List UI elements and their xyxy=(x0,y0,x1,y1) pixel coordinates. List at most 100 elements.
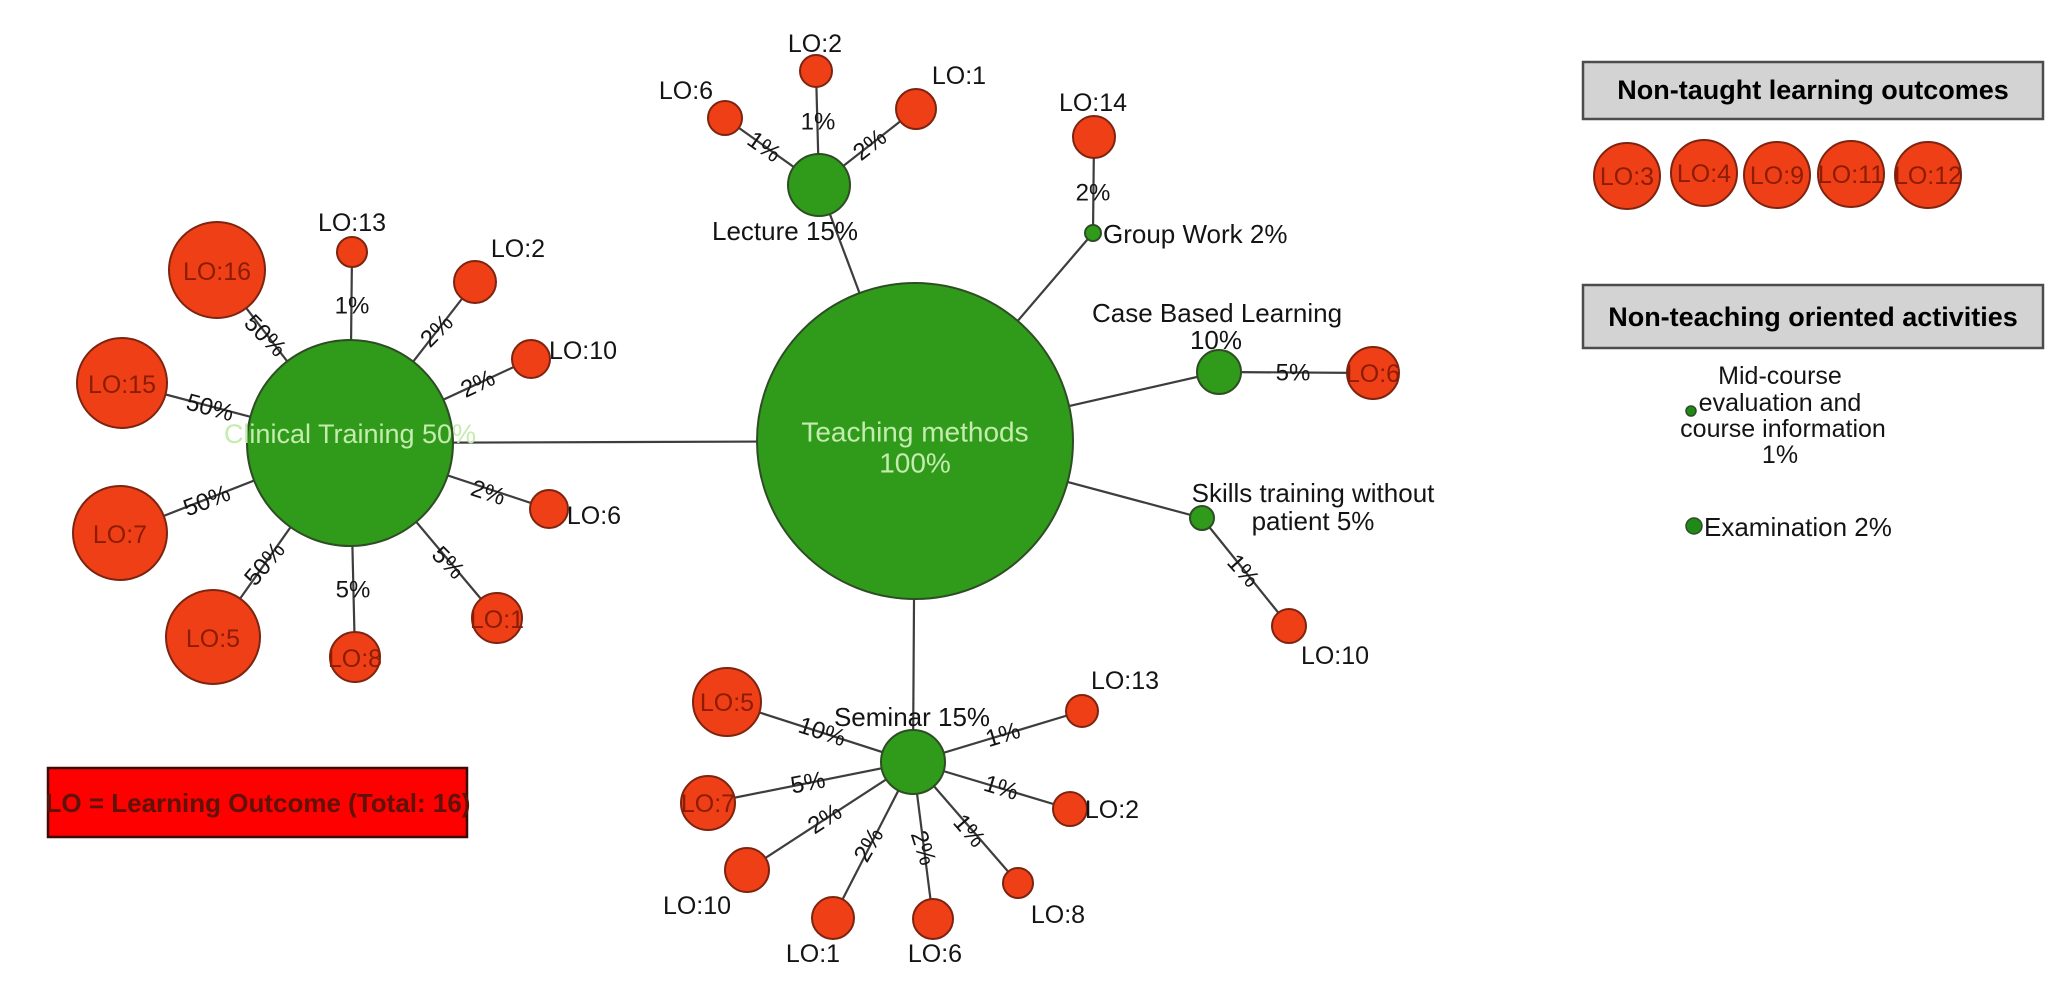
teaching-methods-pct: 100% xyxy=(879,448,951,479)
seminar-lo6-pct: 2% xyxy=(905,827,941,868)
casebased-lo6-pct: 5% xyxy=(1276,360,1311,387)
non-taught-header-box xyxy=(1581,60,2045,121)
node-seminar-lo7 xyxy=(680,775,736,831)
legend-lo12-label: LO:12 xyxy=(1894,162,1962,190)
clinical-lo6-label: LO:6 xyxy=(567,502,621,530)
clinical-lo16-label: LO:16 xyxy=(183,258,251,286)
node-clinical-lo8 xyxy=(329,631,381,683)
node-clinical-lo10 xyxy=(511,339,551,379)
non-teaching-header-box xyxy=(1581,283,2045,350)
edge-seminar-lo7 xyxy=(707,760,914,805)
node-clinical-lo16 xyxy=(168,221,266,319)
skills-label-line2: patient 5% xyxy=(1252,506,1375,536)
clinical-lo10-pct: 2% xyxy=(457,364,500,403)
clinical-label: Clinical Training 50% xyxy=(224,419,476,449)
clinical-lo5-label: LO:5 xyxy=(186,625,240,653)
clinical-lo15-pct: 50% xyxy=(183,389,236,428)
mid-course-line3: course information xyxy=(1680,415,1886,443)
seminar-lo2-label: LO:2 xyxy=(1085,796,1139,824)
skills-label-line1: Skills training without xyxy=(1192,478,1436,508)
seminar-lo8-label: LO:8 xyxy=(1031,901,1085,929)
note-box-group: LO = Learning Outcome (Total: 16) xyxy=(46,766,471,839)
clinical-lo13-label: LO:13 xyxy=(318,209,386,237)
seminar-label: Seminar 15% xyxy=(834,702,990,732)
mid-course-bullet-dot xyxy=(1685,405,1697,417)
lecture-lo6-label: LO:6 xyxy=(659,77,713,105)
node-seminar-lo10 xyxy=(724,847,770,893)
node-seminar-lo8 xyxy=(1002,867,1034,899)
skills-lo10-label: LO:10 xyxy=(1301,642,1369,670)
lecture-lo1-label: LO:1 xyxy=(932,62,986,90)
node-seminar-lo1 xyxy=(811,896,855,940)
seminar-lo2-pct: 1% xyxy=(980,770,1021,806)
node-legend-lo9 xyxy=(1743,141,1811,209)
legend-non-taught: Non-taught learning outcomes LO:3 LO:4 L… xyxy=(1581,60,2045,210)
casebased-lo6-label: LO:6 xyxy=(1346,360,1400,388)
node-group-work-dot xyxy=(1084,224,1102,242)
method-nodes xyxy=(246,153,1242,795)
clinical-lo5-pct: 50% xyxy=(239,537,291,591)
mid-course-line2: evaluation and xyxy=(1699,389,1862,417)
node-clinical-lo15 xyxy=(76,337,168,429)
seminar-lo5-label: LO:5 xyxy=(700,689,754,717)
mid-course-line4: 1% xyxy=(1762,441,1798,469)
node-seminar-lo13 xyxy=(1065,694,1099,728)
legend-lo9-label: LO:9 xyxy=(1750,162,1804,190)
node-seminar xyxy=(880,729,946,795)
legend-lo3-label: LO:3 xyxy=(1600,163,1654,191)
node-clinical-lo13 xyxy=(336,236,368,268)
node-lecture-lo1 xyxy=(895,88,937,130)
clinical-lo10-label: LO:10 xyxy=(549,337,617,365)
clinical-lo1-label: LO:1 xyxy=(470,606,524,634)
case-based-label-line2: 10% xyxy=(1190,325,1242,355)
node-clinical-lo2 xyxy=(453,260,497,304)
clinical-lo13-pct: 1% xyxy=(335,293,370,320)
outcome-nodes xyxy=(72,54,1400,940)
node-legend-lo4 xyxy=(1670,139,1738,207)
lecture-lo6-pct: 1% xyxy=(742,126,786,168)
seminar-lo6-label: LO:6 xyxy=(908,940,962,968)
lecture-label: Lecture 15% xyxy=(712,216,858,246)
node-lecture-lo6 xyxy=(707,100,743,136)
seminar-lo8-pct: 1% xyxy=(947,809,990,853)
case-based-label-line1: Case Based Learning xyxy=(1092,298,1342,328)
node-teaching-methods xyxy=(756,282,1074,600)
node-clinical-lo5 xyxy=(165,589,261,685)
seminar-lo10-label: LO:10 xyxy=(663,892,731,920)
node-skills-training xyxy=(1189,505,1215,531)
edge-seminar-lo10 xyxy=(746,761,914,871)
clinical-lo8-pct: 5% xyxy=(336,577,371,604)
node-seminar-lo6 xyxy=(912,898,954,940)
seminar-lo13-label: LO:13 xyxy=(1091,667,1159,695)
legend-lo11-label: LO:11 xyxy=(1818,161,1884,189)
lecture-lo1-pct: 2% xyxy=(848,124,892,167)
node-case-based-learning xyxy=(1196,349,1242,395)
node-groupwork-lo14 xyxy=(1072,115,1116,159)
node-seminar-lo2 xyxy=(1052,791,1088,827)
note-label: LO = Learning Outcome (Total: 16) xyxy=(46,788,471,818)
clinical-lo2-label: LO:2 xyxy=(491,235,545,263)
clinical-lo7-label: LO:7 xyxy=(93,521,147,549)
group-work-label: Group Work 2% xyxy=(1103,219,1287,249)
node-clinical-lo6 xyxy=(529,489,569,529)
node-lecture xyxy=(787,153,851,217)
seminar-lo1-label: LO:1 xyxy=(786,940,840,968)
node-clinical-lo7 xyxy=(72,485,168,581)
groupwork-lo14-label: LO:14 xyxy=(1059,89,1127,117)
seminar-lo10-pct: 2% xyxy=(803,798,847,840)
mid-course-line1: Mid-course xyxy=(1718,362,1842,390)
node-clinical-training xyxy=(246,339,454,547)
examination-label: Examination 2% xyxy=(1704,512,1892,542)
lecture-lo2-pct: 1% xyxy=(801,109,836,136)
node-legend-lo12 xyxy=(1894,141,1962,209)
seminar-lo7-pct: 5% xyxy=(788,766,827,799)
non-taught-header-title: Non-taught learning outcomes xyxy=(1617,75,2009,105)
non-teaching-header-title: Non-teaching oriented activities xyxy=(1608,302,2018,332)
legend-non-teaching: Non-teaching oriented activities Mid-cou… xyxy=(1581,283,2045,542)
seminar-lo1-pct: 2% xyxy=(849,823,890,867)
clinical-lo16-pct: 50% xyxy=(238,309,291,362)
legend-lo4-label: LO:4 xyxy=(1677,160,1731,188)
node-legend-lo3 xyxy=(1593,142,1661,210)
